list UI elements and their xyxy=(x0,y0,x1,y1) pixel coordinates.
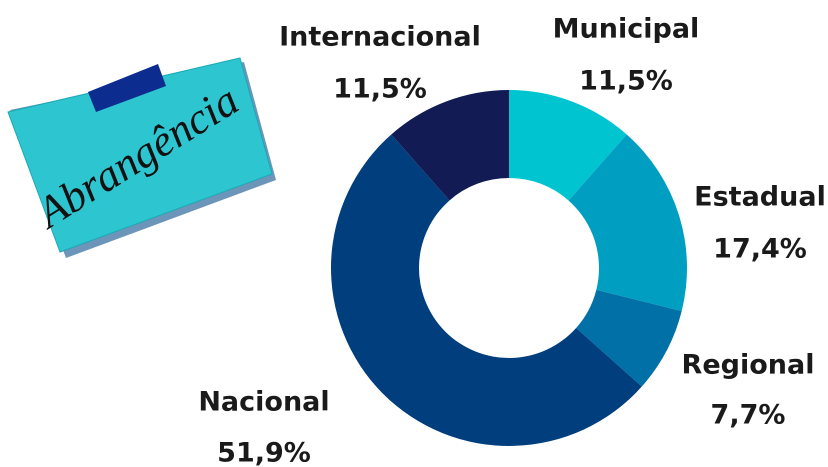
value-label: 17,4% xyxy=(713,234,807,265)
category-label: Nacional xyxy=(198,387,329,418)
category-label: Estadual xyxy=(694,182,826,213)
category-label: Regional xyxy=(682,350,815,381)
category-label: Internacional xyxy=(279,22,481,53)
sticky-note: Abrangência xyxy=(7,57,276,258)
value-label: 11,5% xyxy=(333,74,427,105)
donut-segment xyxy=(576,289,682,387)
value-label: 51,9% xyxy=(217,438,311,467)
note-tape xyxy=(88,64,166,112)
note-paper xyxy=(7,57,273,253)
category-label: Municipal xyxy=(553,14,700,45)
donut-segment xyxy=(331,134,642,446)
donut-segment xyxy=(391,90,509,201)
donut-segment xyxy=(568,134,687,312)
value-label: 11,5% xyxy=(579,66,673,97)
value-label: 7,7% xyxy=(711,400,786,431)
donut-segment xyxy=(509,90,627,201)
